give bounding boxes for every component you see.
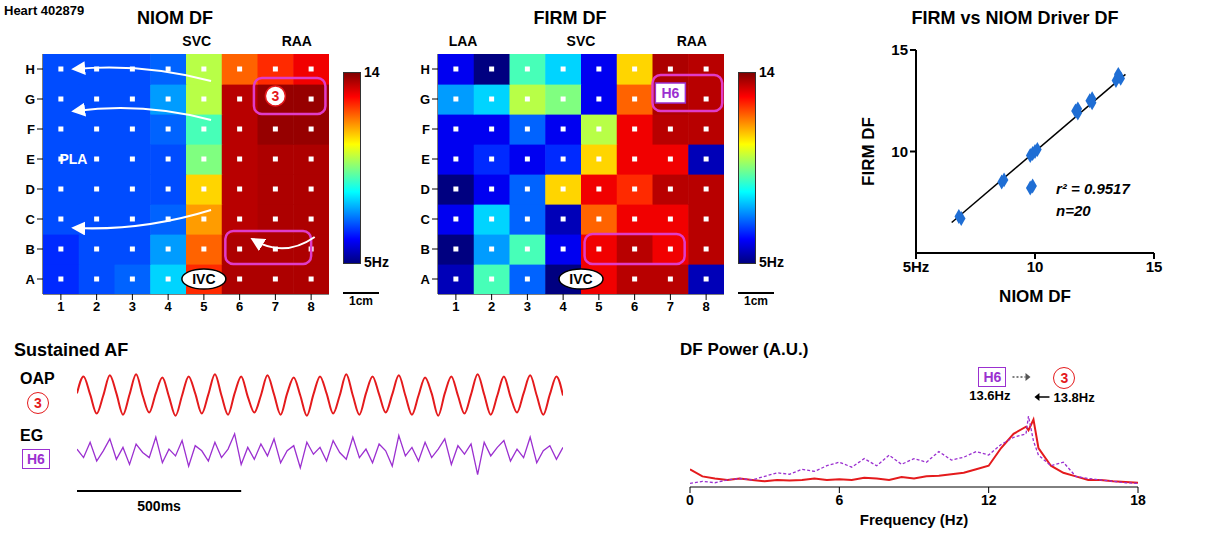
svg-text:4: 4 xyxy=(165,299,173,314)
svg-text:B: B xyxy=(421,242,430,257)
html-text:DF Power (A.U.): DF Power (A.U.) xyxy=(680,340,809,359)
html-text:OAP: OAP xyxy=(20,370,55,387)
html-text:1cm: 1cm xyxy=(349,294,373,308)
svg-text:G: G xyxy=(25,92,35,107)
svg-text:10: 10 xyxy=(1027,258,1044,275)
html-text:NIOM DF: NIOM DF xyxy=(137,8,213,28)
svg-text:LAA: LAA xyxy=(449,33,478,49)
svg-text:2: 2 xyxy=(488,299,495,314)
svg-text:FIRM DF: FIRM DF xyxy=(859,117,877,186)
svg-text:IVC: IVC xyxy=(569,271,592,287)
svg-text:SVC: SVC xyxy=(567,33,596,49)
svg-text:D: D xyxy=(26,182,35,197)
html-text:n=20: n=20 xyxy=(1056,202,1091,219)
svg-text:18: 18 xyxy=(1130,492,1146,508)
html-text:r² = 0.9517: r² = 0.9517 xyxy=(1056,180,1130,197)
svg-text:2: 2 xyxy=(93,299,100,314)
html-text:Sustained AF: Sustained AF xyxy=(14,340,129,360)
svg-text:F: F xyxy=(27,122,35,137)
svg-text:8: 8 xyxy=(308,299,315,314)
svg-text:3: 3 xyxy=(271,88,279,104)
html-text:Frequency (Hz): Frequency (Hz) xyxy=(859,511,969,528)
svg-text:B: B xyxy=(26,242,35,257)
svg-text:RAA: RAA xyxy=(677,33,707,49)
svg-text:PLA: PLA xyxy=(59,151,87,167)
svg-text:6: 6 xyxy=(236,299,243,314)
svg-text:A: A xyxy=(26,272,36,287)
svg-text:RAA: RAA xyxy=(282,33,312,49)
svg-text:E: E xyxy=(26,152,35,167)
html-text:3: 3 xyxy=(1060,370,1069,386)
html-text:5Hz: 5Hz xyxy=(364,254,389,270)
svg-text:C: C xyxy=(421,212,431,227)
html-text:500ms: 500ms xyxy=(137,498,181,514)
svg-text:5: 5 xyxy=(200,299,207,314)
html-text:EG: EG xyxy=(20,427,44,444)
svg-text:3: 3 xyxy=(129,299,136,314)
svg-text:15: 15 xyxy=(891,41,908,58)
svg-text:6: 6 xyxy=(631,299,638,314)
svg-text:SVC: SVC xyxy=(182,33,211,49)
html-text:FIRM DF: FIRM DF xyxy=(533,8,607,28)
svg-text:H6: H6 xyxy=(661,85,679,101)
html-text:FIRM vs NIOM Driver DF: FIRM vs NIOM Driver DF xyxy=(911,8,1119,28)
svg-text:10: 10 xyxy=(891,143,908,160)
svg-text:5Hz: 5Hz xyxy=(903,258,930,275)
svg-text:7: 7 xyxy=(667,299,674,314)
svg-text:6: 6 xyxy=(835,492,843,508)
html-text:H6: H6 xyxy=(27,451,45,467)
svg-text:F: F xyxy=(422,122,430,137)
html-text:13.8Hz: 13.8Hz xyxy=(1053,390,1095,405)
html-text:14: 14 xyxy=(759,64,775,80)
svg-text:E: E xyxy=(421,152,430,167)
svg-text:5: 5 xyxy=(595,299,602,314)
html-text:Heart 402879: Heart 402879 xyxy=(4,3,85,18)
svg-text:H: H xyxy=(26,62,35,77)
svg-text:3: 3 xyxy=(524,299,531,314)
svg-text:D: D xyxy=(421,182,430,197)
html-text:1cm: 1cm xyxy=(744,294,768,308)
svg-text:1: 1 xyxy=(452,299,459,314)
svg-text:H: H xyxy=(421,62,430,77)
svg-text:G: G xyxy=(420,92,430,107)
html-text:NIOM DF: NIOM DF xyxy=(999,287,1071,306)
svg-text:8: 8 xyxy=(703,299,710,314)
svg-text:A: A xyxy=(421,272,431,287)
html-text:13.6Hz: 13.6Hz xyxy=(969,388,1011,403)
svg-text:IVC: IVC xyxy=(192,271,215,287)
html-text:H6: H6 xyxy=(983,369,1002,385)
svg-text:1: 1 xyxy=(57,299,64,314)
svg-text:4: 4 xyxy=(560,299,568,314)
svg-text:12: 12 xyxy=(981,492,997,508)
html-text:3: 3 xyxy=(34,395,42,411)
html-text:14: 14 xyxy=(364,64,380,80)
svg-text:15: 15 xyxy=(1146,258,1163,275)
html-text:5Hz: 5Hz xyxy=(759,254,784,270)
svg-text:0: 0 xyxy=(686,492,694,508)
svg-text:C: C xyxy=(26,212,36,227)
svg-text:7: 7 xyxy=(272,299,279,314)
